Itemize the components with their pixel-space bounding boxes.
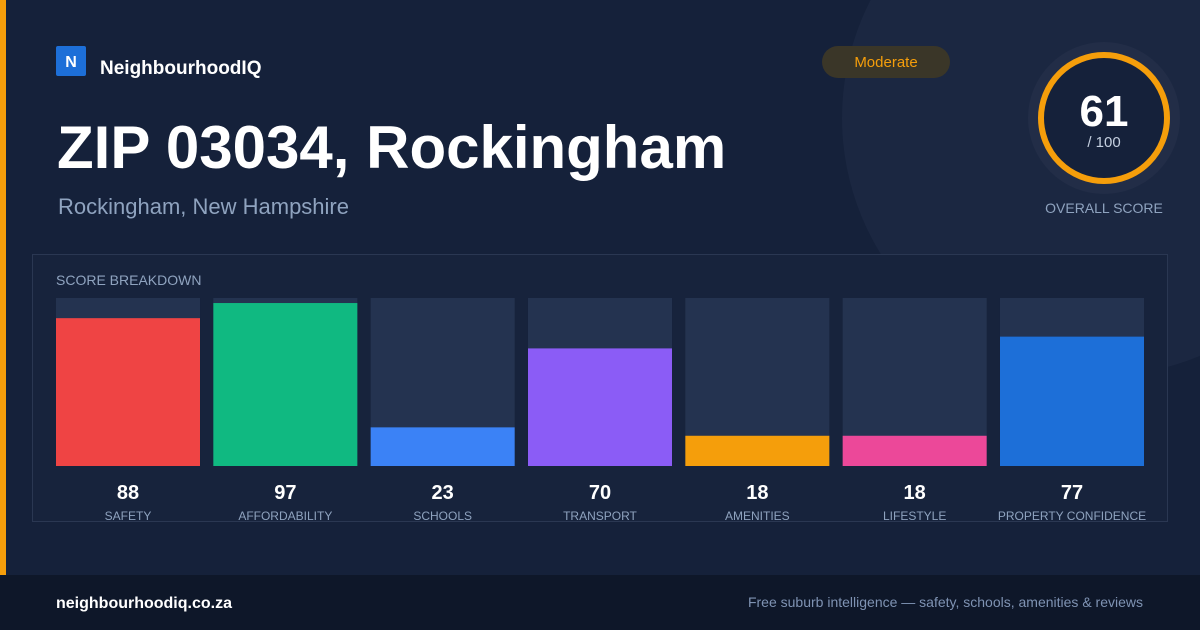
score-suffix: / 100 <box>1087 134 1120 151</box>
value-label: 18 <box>746 482 768 504</box>
subtitle: Rockingham, New Hampshire <box>58 194 349 219</box>
value-label: 88 <box>117 482 139 504</box>
category-label: AFFORDABILITY <box>238 509 332 523</box>
logo-letter: N <box>65 54 77 71</box>
score-value: 61 <box>1080 87 1129 136</box>
accent-stripe <box>0 0 6 575</box>
title: ZIP 03034, Rockingham <box>57 114 726 181</box>
bar <box>999 336 1144 466</box>
value-label: 77 <box>1061 482 1083 504</box>
footer-site: neighbourhoodiq.co.za <box>56 595 232 612</box>
chart-title: SCORE BREAKDOWN <box>56 272 201 288</box>
category-label: TRANSPORT <box>563 509 637 523</box>
score-label: OVERALL SCORE <box>1045 200 1163 216</box>
bar <box>213 303 358 466</box>
category-label: AMENITIES <box>725 509 790 523</box>
badge <box>822 46 950 78</box>
bar <box>370 427 515 466</box>
bar <box>685 435 830 466</box>
bar <box>56 318 201 466</box>
category-label: SCHOOLS <box>413 509 472 523</box>
value-label: 18 <box>904 482 926 504</box>
score-ring <box>1038 52 1170 184</box>
footer-tagline: Free suburb intelligence — safety, schoo… <box>748 594 1143 610</box>
brand-name: NeighbourhoodIQ <box>100 58 261 79</box>
value-label: 97 <box>274 482 296 504</box>
footer <box>0 575 1200 630</box>
logo <box>56 46 86 76</box>
value-label: 70 <box>589 482 611 504</box>
category-label: LIFESTYLE <box>883 509 946 523</box>
category-label: SAFETY <box>105 509 152 523</box>
category-label: PROPERTY CONFIDENCE <box>998 509 1146 523</box>
bar <box>527 348 673 466</box>
badge-text: Moderate <box>854 54 917 71</box>
value-label: 23 <box>432 482 454 504</box>
bar <box>842 435 987 466</box>
